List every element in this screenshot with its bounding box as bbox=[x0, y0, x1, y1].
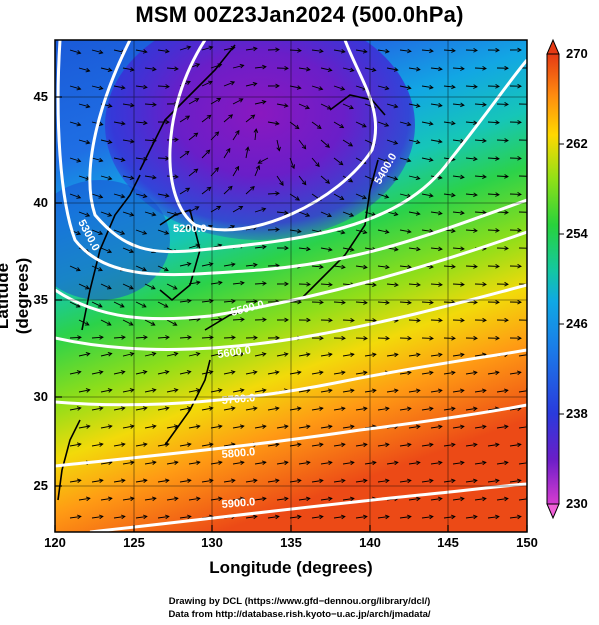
y-tick-label: 35 bbox=[33, 292, 48, 307]
y-tick-label: 25 bbox=[33, 478, 48, 493]
x-tick-label: 125 bbox=[123, 535, 145, 550]
x-tick-label: 120 bbox=[44, 535, 66, 550]
colorbar-bottom-arrow bbox=[546, 503, 560, 520]
colorbar-tick-label: 238 bbox=[566, 406, 588, 421]
contour-label: 5900.0 bbox=[221, 496, 256, 511]
contour-label: 5200.0 bbox=[173, 223, 207, 235]
credits: Drawing by DCL (https://www.gfd−dennou.o… bbox=[0, 595, 599, 621]
colorbar-scale bbox=[546, 53, 560, 505]
x-tick-label: 135 bbox=[280, 535, 302, 550]
contour-label: 5700.0 bbox=[221, 392, 256, 407]
colorbar-tick-label: 246 bbox=[566, 316, 588, 331]
graticule bbox=[55, 40, 527, 532]
x-axis-label: Longitude (degrees) bbox=[209, 558, 373, 577]
y-axis-label: Latitude (degrees) bbox=[0, 257, 32, 335]
y-tick-label: 40 bbox=[33, 195, 48, 210]
colorbar-tick-label: 262 bbox=[566, 136, 588, 151]
contour-label: 5600.0 bbox=[217, 344, 252, 361]
contour-label: 5800.0 bbox=[221, 446, 256, 461]
map-title: MSM 00Z23Jan2024 (500.0hPa) bbox=[135, 2, 464, 27]
x-tick-label: 130 bbox=[201, 535, 223, 550]
colorbar bbox=[546, 38, 564, 520]
colorbar-tick-label: 254 bbox=[566, 226, 588, 241]
x-tick-label: 140 bbox=[359, 535, 381, 550]
x-tick-label: 145 bbox=[437, 535, 459, 550]
x-tick-label: 150 bbox=[516, 535, 538, 550]
y-tick-label: 45 bbox=[33, 89, 48, 104]
credit-line-data: Data from http://database.rish.kyoto−u.a… bbox=[168, 609, 431, 620]
colorbar-top-arrow bbox=[546, 38, 560, 55]
colorbar-tick-label: 270 bbox=[566, 46, 588, 61]
credit-line-dcl: Drawing by DCL (https://www.gfd−dennou.o… bbox=[168, 596, 431, 607]
colorbar-tick-label: 230 bbox=[566, 496, 588, 511]
y-tick-label: 30 bbox=[33, 389, 48, 404]
axis-tick-marks bbox=[54, 96, 528, 532]
height-contours bbox=[55, 40, 527, 532]
